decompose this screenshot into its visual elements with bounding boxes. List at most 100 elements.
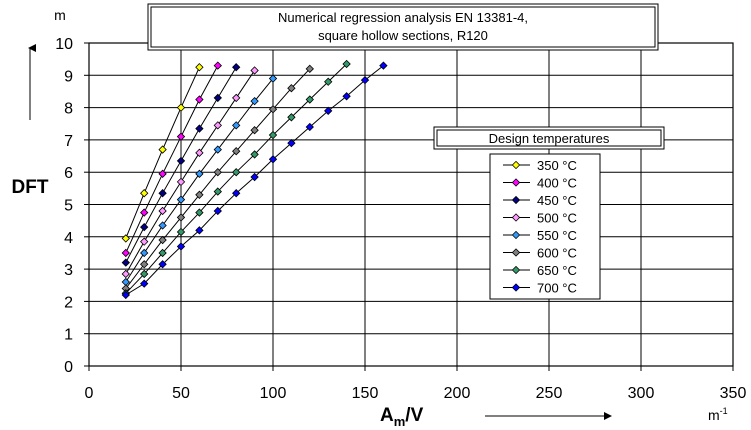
data-point: [121, 269, 130, 279]
x-tick-label: 250: [536, 385, 563, 402]
data-point: [232, 147, 241, 156]
data-point: [324, 77, 333, 86]
data-point: [213, 206, 222, 216]
data-point: [360, 75, 370, 85]
data-point: [158, 235, 167, 245]
data-point: [232, 93, 241, 103]
y-tick-label: 1: [64, 327, 73, 344]
x-axis-unit-base: m: [708, 407, 720, 423]
data-point: [232, 121, 241, 130]
data-point: [342, 59, 351, 69]
data-point: [176, 156, 186, 166]
y-tick-label: 2: [64, 294, 73, 311]
data-point: [268, 105, 278, 114]
series-650c: [121, 59, 351, 298]
legend-marker: [511, 178, 521, 187]
y-axis-label: DFT: [12, 177, 49, 198]
legend-item: 400 °C: [503, 176, 577, 191]
data-point: [195, 148, 204, 157]
legend-marker: [511, 160, 521, 170]
series-line: [125, 65, 219, 254]
data-point: [176, 227, 186, 237]
series-700c: [121, 61, 388, 300]
legend-item: 500 °C: [503, 211, 577, 226]
data-point: [305, 122, 314, 132]
data-point: [305, 64, 314, 74]
legend-item: 350 °C: [503, 158, 577, 173]
data-point: [140, 269, 149, 279]
data-point: [287, 84, 296, 93]
data-point: [195, 190, 204, 199]
legend-item: 700 °C: [503, 281, 577, 296]
data-point: [158, 169, 167, 178]
data-point: [250, 172, 259, 182]
x-tick-label: 0: [85, 385, 94, 402]
data-point: [140, 248, 149, 258]
data-point: [232, 168, 241, 177]
data-point: [140, 237, 149, 246]
x-axis-label-tail: /V: [405, 405, 423, 426]
legend-label: 400 °C: [537, 176, 577, 191]
data-point: [250, 96, 259, 106]
data-point: [250, 150, 259, 159]
legend-label: 600 °C: [537, 246, 577, 261]
legend-label: 700 °C: [537, 281, 577, 296]
data-point: [250, 66, 259, 75]
x-tick-label: 50: [172, 385, 190, 402]
grid: [88, 42, 734, 367]
data-point: [140, 260, 149, 269]
series-400c: [121, 61, 222, 258]
x-axis-label-main: A: [380, 405, 394, 426]
data-point: [176, 195, 186, 204]
y-tick-label: 8: [64, 101, 73, 118]
legend-item: 550 °C: [503, 228, 577, 243]
data-point: [140, 279, 149, 288]
data-point: [213, 187, 222, 196]
legend-marker: [511, 213, 521, 222]
data-point: [232, 63, 241, 72]
legend-marker: [511, 265, 521, 275]
data-point: [287, 113, 296, 122]
x-axis-label: Am/V: [380, 405, 424, 429]
x-tick-label: 200: [444, 385, 471, 402]
data-point: [140, 208, 149, 217]
y-tick-label: 0: [64, 359, 73, 376]
data-point: [268, 74, 278, 83]
chart-title-line-1: Numerical regression analysis EN 13381-4…: [278, 10, 528, 25]
data-point: [213, 93, 222, 103]
data-point: [176, 103, 186, 112]
series-450c: [121, 63, 241, 267]
legend-box: [489, 153, 601, 300]
data-point: [176, 132, 186, 141]
x-axis-unit-exp: -1: [720, 406, 728, 416]
x-tick-label: 300: [628, 385, 655, 402]
data-point: [287, 138, 296, 148]
data-point: [121, 234, 130, 243]
legend-label: 350 °C: [537, 158, 577, 173]
data-point: [158, 189, 167, 198]
data-point: [195, 226, 204, 235]
y-tick-label: 10: [55, 36, 73, 53]
data-point: [379, 61, 388, 70]
legend-marker: [511, 195, 521, 205]
data-point: [342, 92, 351, 101]
legend-marker: [511, 283, 521, 292]
y-tick-label: 3: [64, 262, 73, 279]
data-point: [195, 169, 204, 178]
legend-label: 650 °C: [537, 263, 577, 278]
legend-marker: [511, 248, 521, 257]
data-point: [158, 206, 167, 216]
data-point: [195, 208, 204, 217]
data-point: [121, 290, 130, 300]
y-axis-unit: m: [54, 7, 66, 23]
x-axis-label-sub: m: [394, 414, 406, 429]
legend-marker: [511, 230, 521, 240]
chart-title-line-2: square hollow sections, R120: [318, 28, 488, 43]
series-350c: [121, 63, 204, 243]
data-point: [140, 222, 149, 232]
data-point: [324, 106, 333, 115]
y-tick-labels: 0 1 2 3 4 5 6 7 8 9 10: [55, 36, 73, 376]
legend: Design temperatures 350 °C 400 °C 450 °C 50…: [433, 126, 665, 300]
legend-label: 500 °C: [537, 211, 577, 226]
chart-title-box: Numerical regression analysis EN 13381-4…: [147, 3, 659, 51]
